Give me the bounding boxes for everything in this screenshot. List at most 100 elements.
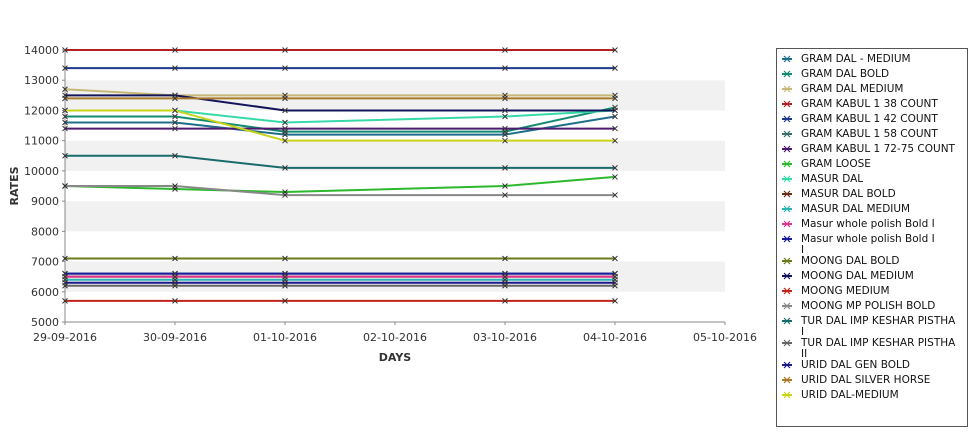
data-point — [502, 113, 508, 120]
legend-item: MOONG DAL MEDIUM — [782, 270, 914, 282]
x-tick-label: 03-10-2016 — [473, 331, 537, 344]
grid-band — [65, 110, 725, 141]
data-point — [172, 65, 178, 71]
legend-marker — [783, 317, 791, 325]
data-point — [502, 95, 508, 102]
legend-label: Masur whole polish Bold I — [801, 233, 935, 245]
legend-marker — [783, 391, 791, 399]
legend-label: GRAM DAL BOLD — [801, 68, 889, 80]
data-point — [282, 270, 288, 277]
data-point — [62, 65, 68, 71]
legend-marker — [783, 70, 791, 78]
legend-marker — [783, 145, 791, 153]
legend-item: MOONG MP POLISH BOLD — [782, 300, 935, 312]
legend-item: GRAM LOOSE — [782, 158, 871, 170]
data-point — [62, 125, 68, 132]
legend-box — [776, 48, 968, 427]
data-point — [172, 270, 178, 277]
data-point — [612, 107, 618, 114]
legend-marker — [783, 160, 791, 168]
data-point — [172, 125, 178, 132]
data-point — [282, 192, 288, 198]
grid-band — [65, 201, 725, 232]
series — [62, 255, 618, 262]
y-tick-label: 12000 — [24, 104, 59, 117]
data-point — [282, 137, 288, 144]
legend-label: GRAM DAL MEDIUM — [801, 83, 903, 95]
data-point — [172, 279, 178, 286]
data-point — [172, 119, 178, 126]
legend-item: GRAM DAL BOLD — [782, 68, 889, 80]
series — [62, 152, 618, 171]
data-point — [502, 137, 508, 144]
x-axis-label: DAYS — [379, 351, 412, 364]
legend-marker — [783, 85, 791, 93]
legend-item: GRAM KABUL 1 58 COUNT — [782, 128, 938, 140]
series — [62, 107, 618, 144]
data-point — [62, 95, 68, 102]
legend-item: Masur whole polish Bold I — [782, 218, 935, 230]
data-point — [62, 119, 68, 126]
data-point — [172, 107, 178, 114]
legend-marker — [783, 175, 791, 183]
data-point — [502, 165, 508, 171]
legend-item: GRAM DAL MEDIUM — [782, 83, 903, 95]
legend-label: URID DAL-MEDIUM — [801, 389, 899, 401]
data-point — [62, 152, 68, 159]
series — [62, 297, 618, 304]
series-layer — [62, 47, 618, 304]
data-point — [62, 255, 68, 262]
data-point — [612, 47, 618, 53]
data-point — [62, 183, 68, 189]
legend-marker — [783, 205, 791, 213]
data-point — [502, 255, 508, 262]
legend-label: GRAM KABUL 1 72-75 COUNT — [801, 143, 956, 155]
data-point — [172, 297, 178, 304]
data-point — [612, 279, 618, 286]
series — [62, 92, 618, 114]
data-point — [172, 47, 178, 53]
data-point — [612, 125, 618, 132]
y-tick-label: 10000 — [24, 165, 59, 178]
data-point — [612, 65, 618, 71]
x-tick-label: 05-10-2016 — [693, 331, 757, 344]
legend-item: GRAM KABUL 1 42 COUNT — [782, 113, 938, 125]
legend-label: TUR DAL IMP KESHAR PISTHA — [800, 315, 956, 327]
data-point — [612, 192, 618, 198]
data-point — [172, 113, 178, 120]
data-point — [282, 95, 288, 102]
y-axis-label: RATES — [8, 166, 21, 205]
data-point — [282, 107, 288, 114]
legend-label: MOONG MP POLISH BOLD — [801, 300, 935, 312]
data-point — [282, 125, 288, 132]
legend-marker — [783, 376, 791, 384]
y-tick-label: 9000 — [31, 195, 59, 208]
data-point — [502, 47, 508, 53]
grid-band — [65, 231, 725, 262]
data-point — [502, 297, 508, 304]
legend-marker — [783, 361, 791, 369]
data-point — [282, 165, 288, 171]
legend-item: URID DAL-MEDIUM — [782, 389, 899, 401]
x-tick-label: 04-10-2016 — [583, 331, 647, 344]
data-point — [62, 113, 68, 120]
data-point — [612, 137, 618, 144]
legend-item: GRAM KABUL 1 38 COUNT — [782, 98, 938, 110]
y-tick-label: 5000 — [31, 316, 59, 329]
y-tick-label: 7000 — [31, 256, 59, 269]
x-tick-label: 30-09-2016 — [143, 331, 207, 344]
y-tick-label: 14000 — [24, 44, 59, 57]
legend-label: GRAM KABUL 1 42 COUNT — [801, 113, 938, 125]
legend-marker — [783, 100, 791, 108]
data-point — [172, 183, 178, 189]
grid-band — [65, 50, 725, 81]
legend-label: URID DAL SILVER HORSE — [801, 374, 930, 386]
legend-label: II — [801, 348, 807, 360]
y-tick-labels: 5000 6000 7000 8000 9000 10000 11000 12000 13000… — [24, 44, 65, 329]
grid-band — [65, 291, 725, 322]
data-point — [282, 255, 288, 262]
data-point — [62, 86, 68, 93]
